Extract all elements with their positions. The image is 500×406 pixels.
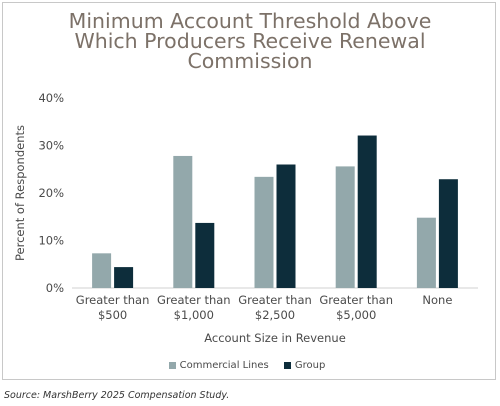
bar-commercial-lines (416, 217, 436, 288)
x-tick-label: Greater than (238, 293, 312, 307)
chart-title-line-1: Minimum Account Threshold Above (68, 9, 432, 33)
x-tick-label: $2,500 (255, 308, 295, 322)
chart-title-line-2: Which Producers Receive Renewal (74, 29, 426, 53)
legend-label-group: Group (294, 360, 326, 371)
bar-group (357, 135, 377, 288)
x-tick-label: $1,000 (174, 308, 214, 322)
y-tick-label: 0% (46, 281, 64, 295)
y-tick-label: 10% (38, 234, 64, 248)
bar-commercial-lines (92, 253, 112, 288)
legend-item-group: Group (283, 360, 326, 371)
legend-item-commercial-lines: Commercial Lines (168, 360, 269, 371)
bar-group (114, 267, 134, 288)
legend-swatch-group (283, 362, 291, 369)
chart-title: Minimum Account Threshold Above Which Pr… (3, 9, 497, 73)
x-tick-label: Greater than (157, 293, 231, 307)
x-tick-label: $500 (98, 308, 127, 322)
bar-group (195, 222, 215, 288)
bar-commercial-lines (254, 176, 274, 288)
y-axis-title: Percent of Respondents (13, 125, 27, 261)
legend-label-commercial-lines: Commercial Lines (179, 360, 269, 371)
y-tick-label: 20% (38, 186, 64, 200)
bar-group (276, 164, 296, 288)
chart-frame: Minimum Account Threshold Above Which Pr… (2, 2, 496, 380)
x-tick-label: $5,000 (336, 308, 376, 322)
x-tick-label: None (422, 293, 452, 307)
legend-swatch-commercial-lines (168, 362, 176, 369)
bar-group (438, 179, 458, 288)
source-note: Source: MarshBerry 2025 Compensation Stu… (4, 390, 230, 401)
y-tick-label: 40% (38, 91, 64, 105)
legend: Commercial Lines Group (0, 360, 494, 372)
x-axis-title: Account Size in Revenue (204, 331, 346, 345)
x-tick-label: Greater than (76, 293, 150, 307)
bar-commercial-lines (173, 155, 193, 288)
y-tick-label: 30% (38, 139, 64, 153)
chart-title-line-3: Commission (187, 49, 313, 73)
bar-commercial-lines (335, 166, 355, 288)
x-tick-label: Greater than (319, 293, 393, 307)
